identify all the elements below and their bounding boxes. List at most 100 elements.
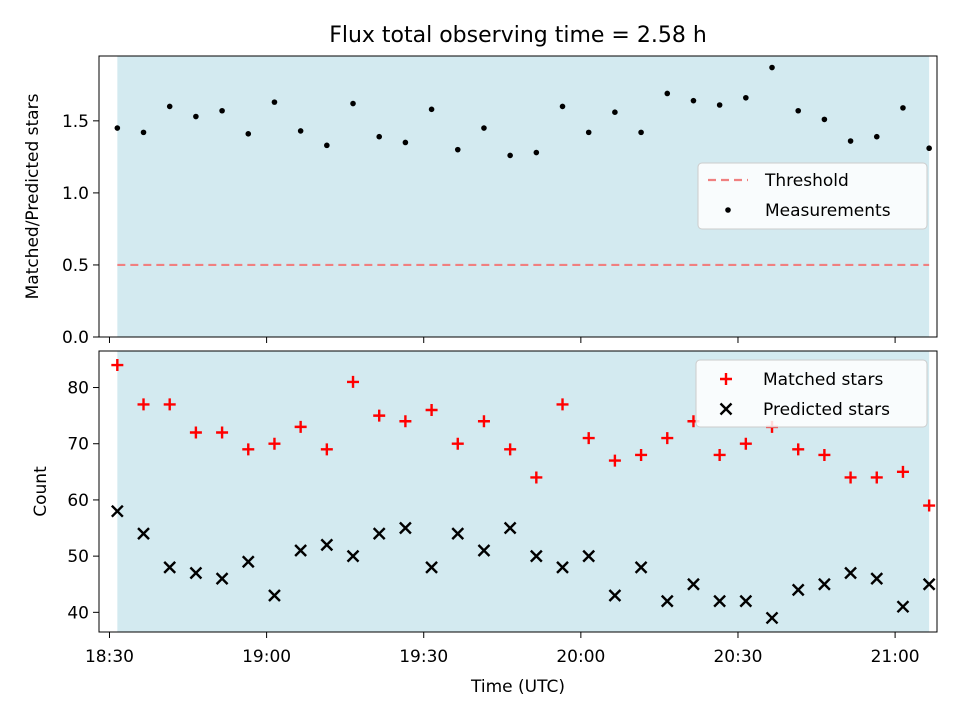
measurement-point xyxy=(324,142,330,149)
measurement-point xyxy=(507,152,513,159)
measurement-point xyxy=(454,146,461,153)
measurement-point xyxy=(638,129,644,136)
measurement-point xyxy=(900,105,906,111)
y-tick-label: 80 xyxy=(67,379,89,399)
measurement-point xyxy=(847,138,854,144)
measurement-point xyxy=(245,131,252,137)
legend-matched-swatch xyxy=(720,373,732,385)
legend-predicted-label: Predicted stars xyxy=(763,400,890,420)
y-tick-label: 60 xyxy=(67,491,89,511)
count-panel: 40 50 60 70 80 18:30 19:00 19:30 20:00 20:30 21:0… xyxy=(31,350,938,697)
time-x-ticks: 18:30 19:00 19:30 20:00 20:30 21:00 xyxy=(85,632,920,667)
measurement-point xyxy=(193,113,199,120)
matched-star-point xyxy=(661,432,674,445)
count-panel-frame xyxy=(98,350,938,633)
matched-star-point xyxy=(739,437,752,450)
legend-measurements-swatch xyxy=(725,207,731,213)
measurement-point xyxy=(873,133,880,140)
measurement-point xyxy=(533,149,540,156)
predicted-star-point xyxy=(687,577,700,591)
chart-title: Flux total observing time = 2.58 h xyxy=(329,23,707,48)
x-tick-label: 21:00 xyxy=(871,647,920,667)
measurement-point xyxy=(271,99,278,105)
predicted-star-point xyxy=(477,544,491,557)
y-tick-label: 1.5 xyxy=(62,112,89,132)
predicted-star-point xyxy=(556,561,569,574)
x-tick-label: 19:00 xyxy=(242,647,291,667)
matched-star-point xyxy=(347,375,360,388)
legend-box xyxy=(697,162,928,230)
matched-star-point xyxy=(320,443,333,456)
predicted-star-point xyxy=(765,611,779,625)
y-tick-label: 50 xyxy=(67,547,89,567)
matched-star-point xyxy=(504,443,517,456)
matched-stars-points xyxy=(111,359,936,512)
predicted-star-point xyxy=(870,572,884,585)
predicted-star-point xyxy=(163,561,177,574)
matched-star-point xyxy=(373,409,386,422)
matched-star-point xyxy=(608,454,621,467)
measurement-point xyxy=(664,90,671,97)
measurement-point xyxy=(821,116,828,123)
matched-star-point xyxy=(268,437,281,450)
predicted-star-point xyxy=(268,589,281,602)
matched-star-point xyxy=(242,443,255,456)
predicted-star-point xyxy=(372,527,386,540)
matched-star-point xyxy=(896,465,909,478)
measurement-point xyxy=(140,129,147,136)
measurement-point xyxy=(114,125,121,131)
predicted-star-point xyxy=(896,600,910,614)
y-tick-label: 0.5 xyxy=(62,256,89,276)
predicted-star-point xyxy=(582,549,596,563)
matched-star-point xyxy=(870,471,883,484)
predicted-star-point xyxy=(818,577,831,591)
legend-box xyxy=(695,359,928,428)
predicted-star-point xyxy=(844,566,857,580)
predicted-star-point xyxy=(320,538,334,552)
measurement-point xyxy=(481,125,487,131)
matched-star-point xyxy=(189,426,202,439)
measurement-point xyxy=(219,107,225,114)
matched-star-point xyxy=(713,448,726,461)
top-y-ticks: 0.0 0.5 1.0 1.5 xyxy=(62,112,99,348)
measurement-point xyxy=(690,97,697,104)
measurement-point xyxy=(559,103,566,110)
time-x-axis-label: Time (UTC) xyxy=(470,677,565,697)
predicted-star-point xyxy=(110,504,124,518)
predicted-star-point xyxy=(215,572,229,585)
matched-star-point xyxy=(399,415,412,428)
matched-star-point xyxy=(556,398,569,411)
measurement-point xyxy=(166,103,173,110)
predicted-star-point xyxy=(241,555,255,569)
legend-matched-label: Matched stars xyxy=(763,370,883,390)
predicted-star-point xyxy=(713,594,726,608)
legend-predicted-swatch xyxy=(719,402,733,416)
x-tick-label: 19:30 xyxy=(399,647,448,667)
measurement-point xyxy=(743,94,749,101)
predicted-star-point xyxy=(137,527,150,540)
measurement-points xyxy=(114,64,932,159)
predicted-star-point xyxy=(399,521,412,535)
matched-star-point xyxy=(425,404,438,417)
x-tick-label: 20:30 xyxy=(713,647,762,667)
matched-star-point xyxy=(137,398,150,411)
matched-star-point xyxy=(818,448,831,461)
measurement-point xyxy=(428,106,435,113)
matched-star-point xyxy=(923,499,936,512)
matched-star-point xyxy=(792,443,805,456)
predicted-star-point xyxy=(503,521,517,535)
matched-star-point xyxy=(844,471,857,484)
x-tick-label: 18:30 xyxy=(85,647,134,667)
y-tick-label: 1.0 xyxy=(62,184,89,204)
measurement-point xyxy=(612,109,618,115)
measurement-point xyxy=(795,107,802,114)
measurement-point xyxy=(350,100,356,107)
measurement-point xyxy=(376,133,383,140)
ratio-y-axis-label: Matched/Predicted stars xyxy=(23,93,43,299)
measurement-point xyxy=(402,139,409,146)
predicted-star-point xyxy=(634,561,648,574)
predicted-star-point xyxy=(660,594,674,608)
predicted-star-point xyxy=(791,583,805,597)
ratio-panel: 0.0 0.5 1.0 1.5 Matched/Predicted stars Thr… xyxy=(23,55,938,348)
